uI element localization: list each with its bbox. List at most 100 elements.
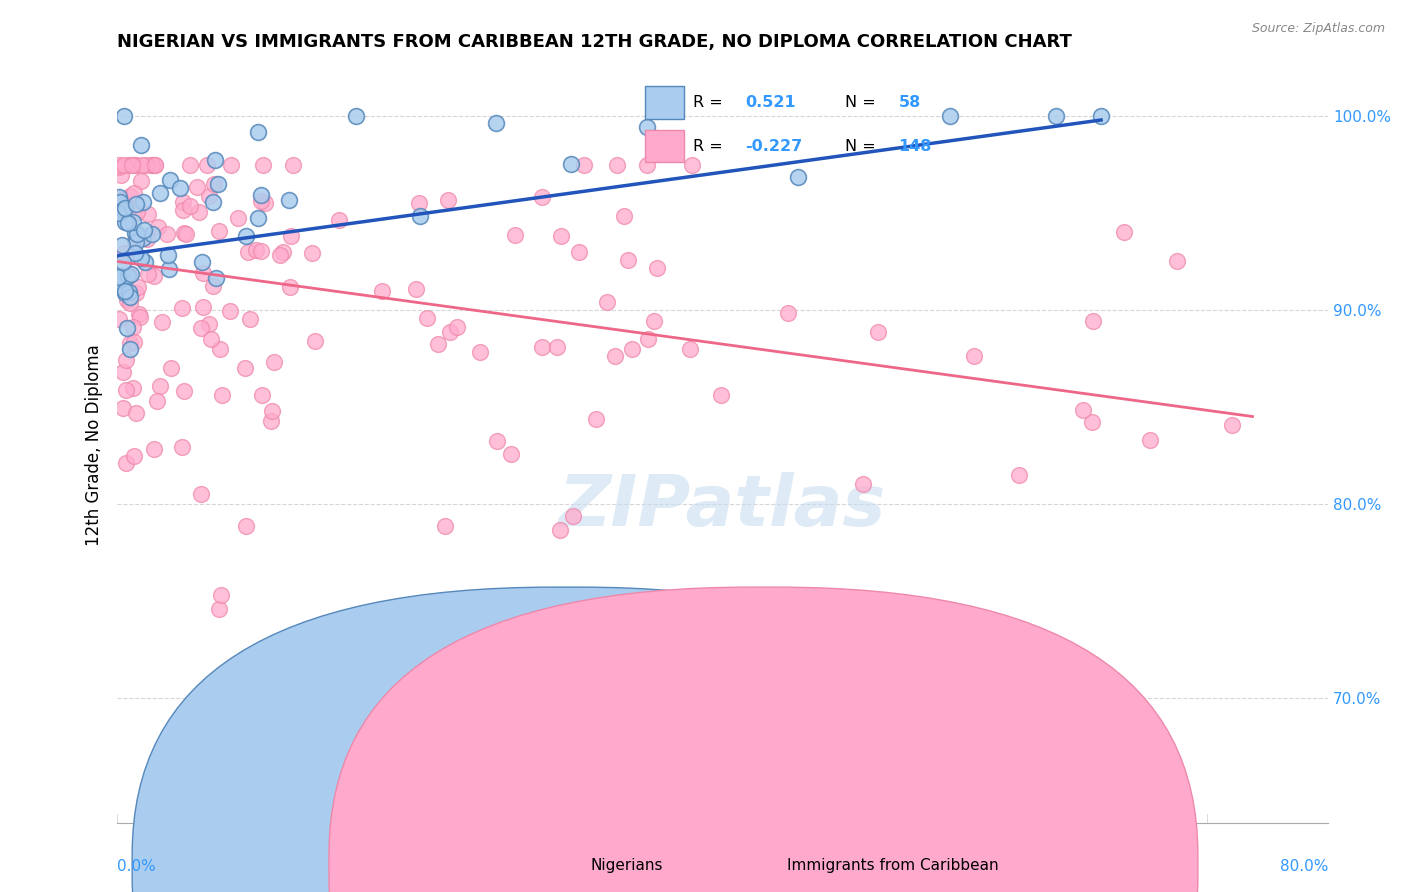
Point [637,332,659,346]
Point [645,261,668,276]
Point [202,278,225,293]
Point [468,345,491,359]
Point [371,284,394,298]
Point [156,227,179,242]
Point [437,194,460,208]
Point [107,270,129,285]
Point [172,301,194,315]
Point [132,223,155,237]
Point [247,211,270,226]
Point [112,157,135,171]
Point [252,157,274,171]
Point [681,157,703,171]
Point [568,245,591,260]
Point [636,157,658,171]
Point [281,157,304,171]
Point [122,186,145,200]
Text: Immigrants from Caribbean: Immigrants from Caribbean [787,858,1000,873]
Point [127,204,149,219]
Point [176,227,198,242]
Point [499,447,522,461]
Point [122,215,145,229]
Point [260,414,283,428]
Point [503,227,526,242]
Point [1045,109,1067,123]
Point [226,211,249,226]
Point [115,456,138,470]
Point [120,342,142,356]
Point [110,194,132,209]
Point [233,361,256,376]
Point [344,109,367,123]
Point [204,153,226,167]
Point [1073,403,1095,417]
Point [250,388,273,402]
Point [143,269,166,284]
Point [263,355,285,369]
Point [121,157,143,171]
Point [129,310,152,325]
Point [111,365,134,379]
Point [127,227,149,242]
Point [328,212,350,227]
Point [585,412,607,426]
Point [1081,313,1104,327]
Point [239,312,262,326]
Point [129,252,152,266]
Text: Nigerians: Nigerians [591,858,664,873]
Point [131,157,153,171]
Point [132,231,155,245]
Point [141,227,163,242]
Point [107,192,129,206]
Point [173,226,195,240]
Point [125,235,148,250]
Point [620,342,643,356]
Point [124,234,146,248]
Point [1081,415,1104,429]
Point [179,157,201,171]
Point [207,177,229,191]
Point [190,487,212,501]
Point [548,524,571,538]
Point [136,232,159,246]
Point [409,209,432,223]
Point [643,314,665,328]
Point [149,186,172,201]
Point [120,290,142,304]
Point [218,303,240,318]
Point [271,245,294,260]
Point [301,246,323,260]
Point [278,193,301,207]
Point [574,157,596,171]
Point [114,215,136,229]
Point [269,248,291,262]
Point [156,248,179,262]
Point [253,195,276,210]
Point [787,169,810,184]
Point [280,228,302,243]
Point [636,120,658,134]
Point [866,326,889,340]
Point [416,311,439,326]
Point [561,508,583,523]
Point [110,269,132,284]
Point [200,332,222,346]
Point [172,194,194,209]
Point [111,255,134,269]
Point [120,188,142,202]
Point [125,157,148,171]
Point [219,157,242,171]
Point [107,206,129,220]
Point [108,157,131,171]
Point [208,224,231,238]
Point [710,388,733,402]
Point [112,401,135,415]
Point [111,202,134,217]
Point [141,158,163,172]
Point [160,361,183,376]
Point [114,285,136,300]
Point [122,334,145,349]
Point [486,434,509,448]
Point [962,349,984,363]
Point [1112,225,1135,239]
